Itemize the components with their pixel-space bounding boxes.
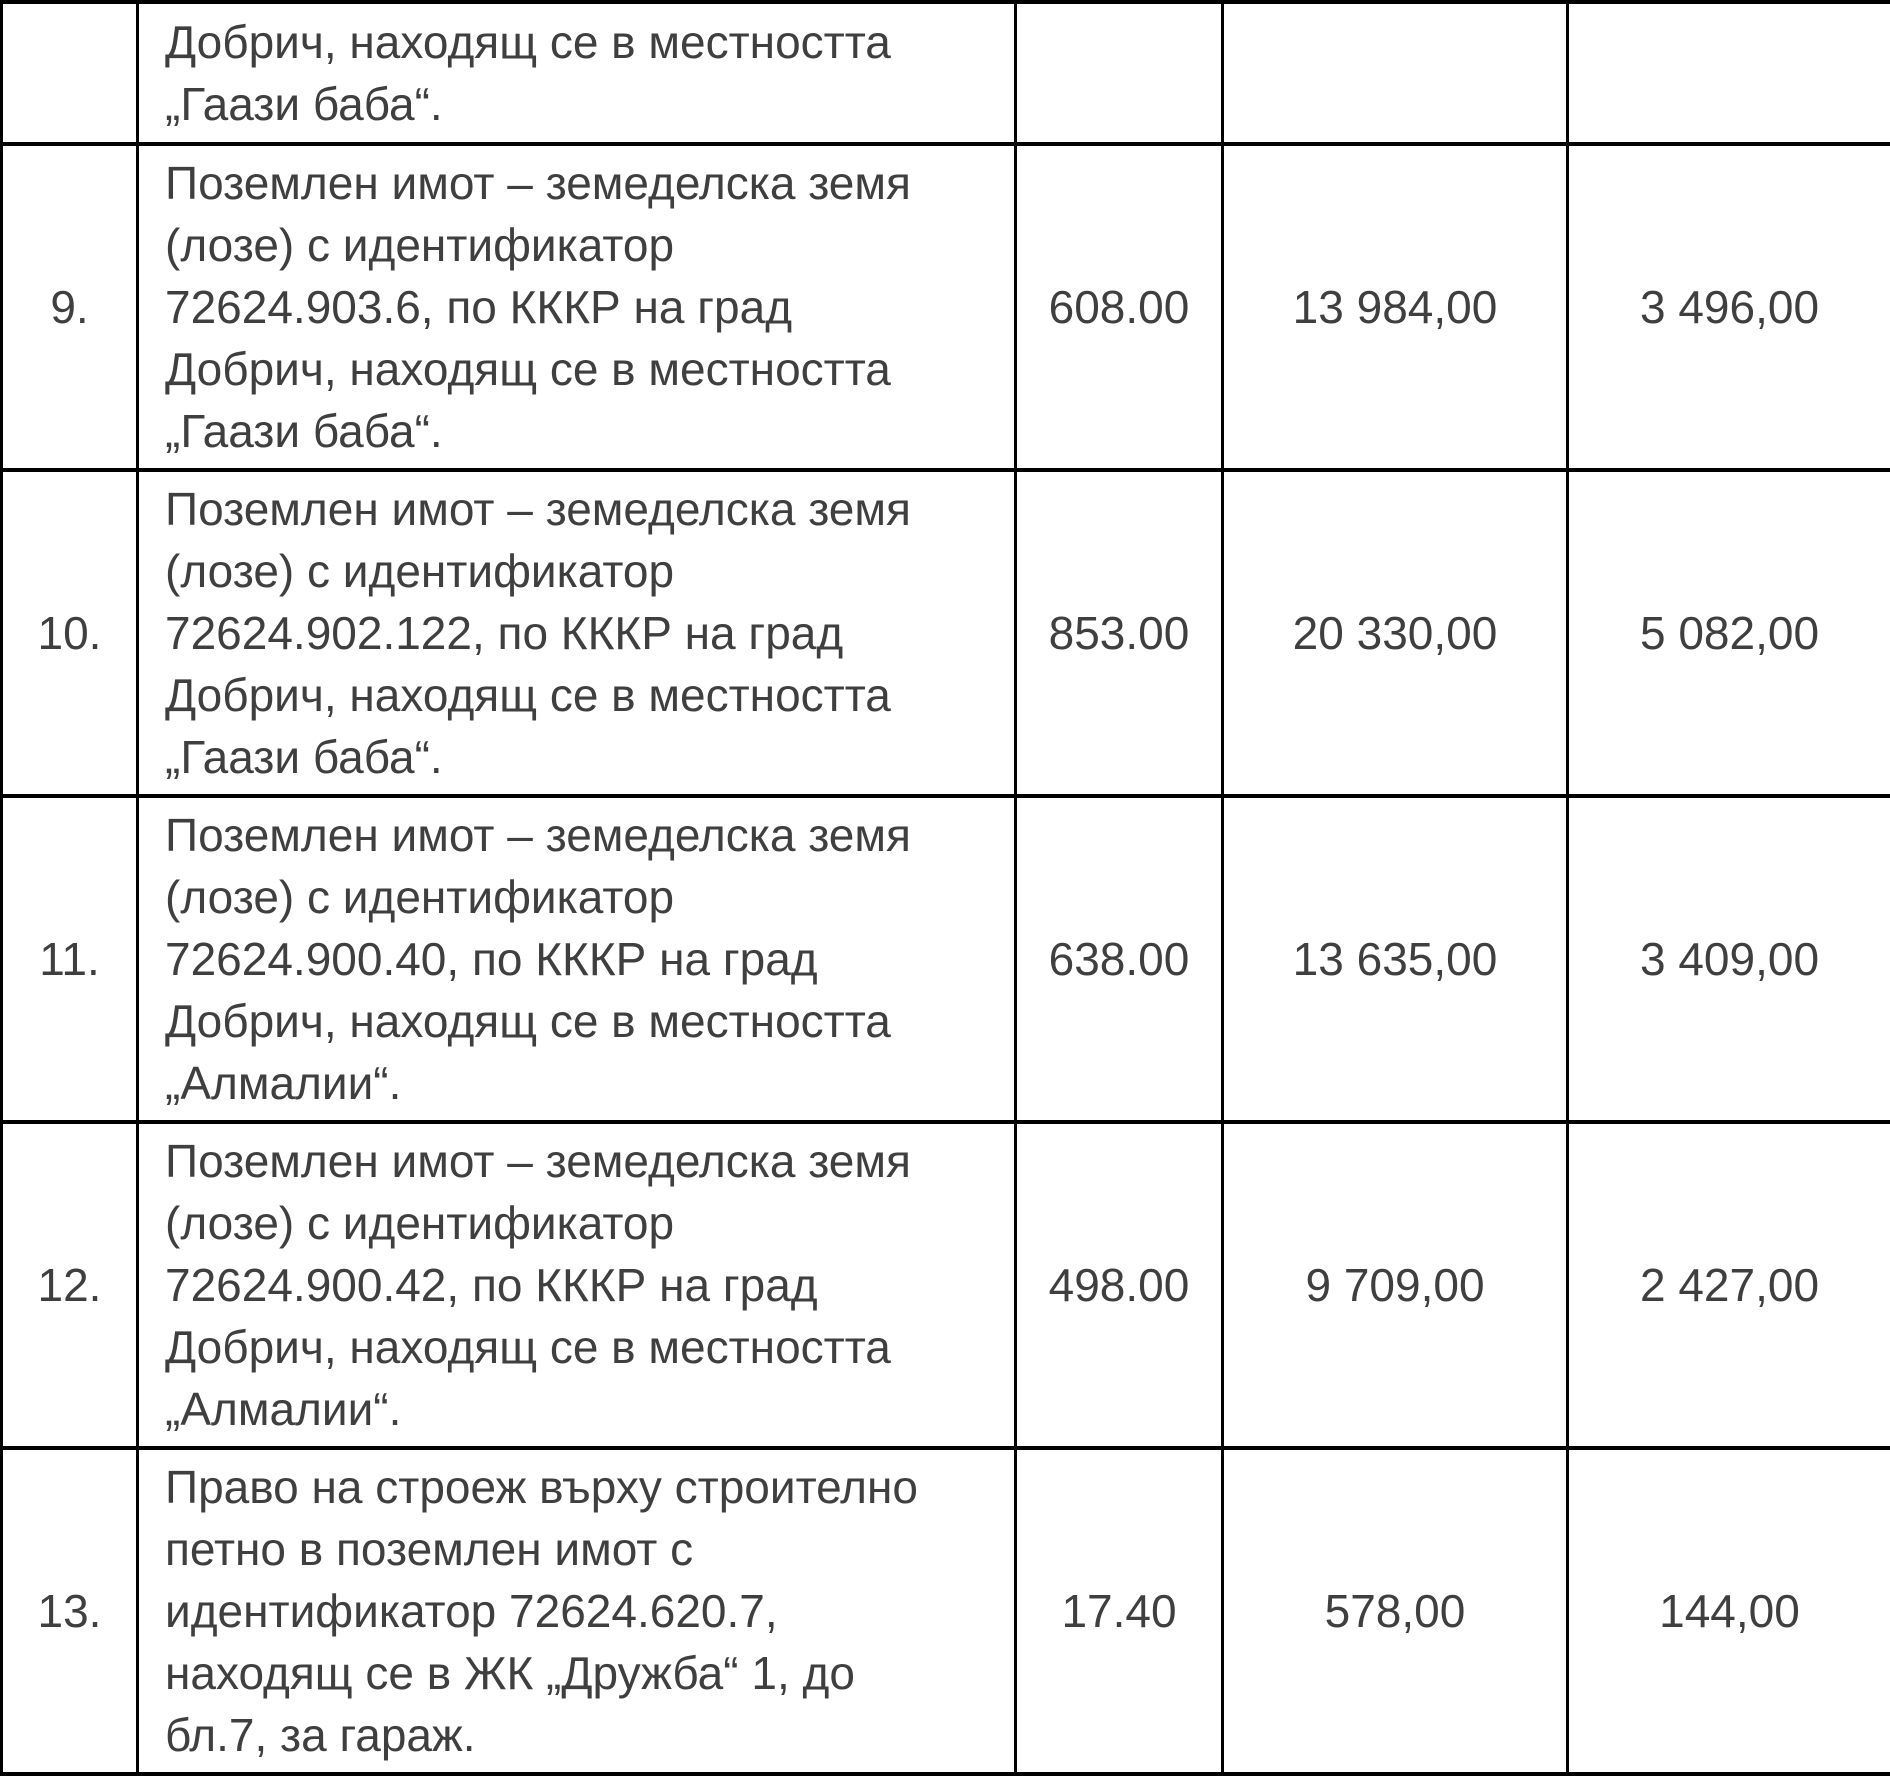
description-cell: Поземлен имот – земеделска земя (лозе) с… <box>138 1122 1016 1448</box>
value2-cell: 144,00 <box>1568 1448 1890 1774</box>
row-number-cell: 11. <box>2 796 138 1122</box>
table-row: 12.Поземлен имот – земеделска земя (лозе… <box>2 1122 1890 1448</box>
row-number-cell: 13. <box>2 1448 138 1774</box>
row-number-cell: 10. <box>2 470 138 796</box>
table-row: 13.Право на строеж върху строително петн… <box>2 1448 1890 1774</box>
area-cell: 608.00 <box>1016 144 1223 470</box>
value-cell <box>1223 2 1568 144</box>
table-row: 10.Поземлен имот – земеделска земя (лозе… <box>2 470 1890 796</box>
value-cell: 13 635,00 <box>1223 796 1568 1122</box>
area-cell: 853.00 <box>1016 470 1223 796</box>
table-row: Добрич, находящ се в местността „Гаази б… <box>2 2 1890 144</box>
value2-cell <box>1568 2 1890 144</box>
value2-cell: 3 496,00 <box>1568 144 1890 470</box>
description-cell: Поземлен имот – земеделска земя (лозе) с… <box>138 144 1016 470</box>
description-cell: Поземлен имот – земеделска земя (лозе) с… <box>138 796 1016 1122</box>
value-cell: 20 330,00 <box>1223 470 1568 796</box>
area-cell: 498.00 <box>1016 1122 1223 1448</box>
description-cell: Добрич, находящ се в местността „Гаази б… <box>138 2 1016 144</box>
value-cell: 13 984,00 <box>1223 144 1568 470</box>
value-cell: 9 709,00 <box>1223 1122 1568 1448</box>
row-number-cell <box>2 2 138 144</box>
area-cell <box>1016 2 1223 144</box>
value2-cell: 3 409,00 <box>1568 796 1890 1122</box>
value2-cell: 5 082,00 <box>1568 470 1890 796</box>
value-cell: 578,00 <box>1223 1448 1568 1774</box>
row-number-cell: 12. <box>2 1122 138 1448</box>
description-cell: Поземлен имот – земеделска земя (лозе) с… <box>138 470 1016 796</box>
row-number-cell: 9. <box>2 144 138 470</box>
table-row: 9.Поземлен имот – земеделска земя (лозе)… <box>2 144 1890 470</box>
description-cell: Право на строеж върху строително петно в… <box>138 1448 1016 1774</box>
table-row: 11.Поземлен имот – земеделска земя (лозе… <box>2 796 1890 1122</box>
area-cell: 638.00 <box>1016 796 1223 1122</box>
area-cell: 17.40 <box>1016 1448 1223 1774</box>
value2-cell: 2 427,00 <box>1568 1122 1890 1448</box>
